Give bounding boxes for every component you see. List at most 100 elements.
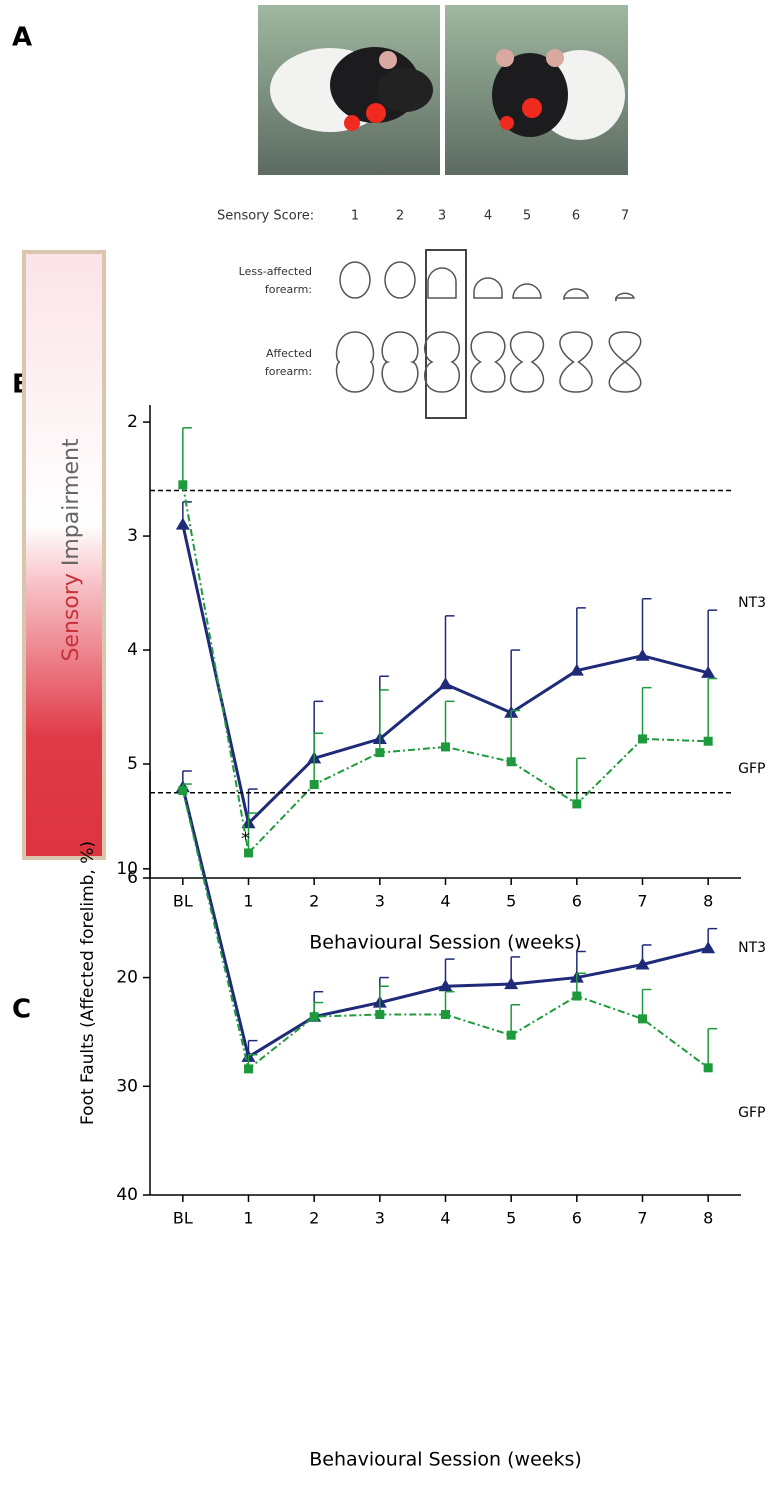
forearm-shape	[509, 331, 545, 393]
point	[572, 991, 582, 1001]
x-tick-label: 1	[243, 892, 253, 911]
forearm-shape	[381, 331, 419, 393]
impairment-bar	[22, 250, 106, 860]
forearm-shape	[470, 331, 506, 393]
forearm-shape	[384, 261, 416, 299]
point	[375, 748, 385, 758]
x-tick-label: 2	[309, 892, 319, 911]
photo-left	[258, 5, 440, 175]
forearm-shape	[563, 288, 589, 301]
impairment-word: Sensory	[59, 573, 84, 661]
series-label: NT3	[738, 940, 766, 956]
forearm-shape	[427, 267, 457, 299]
row-label: Affected	[266, 347, 312, 360]
highlight-box	[425, 249, 467, 419]
y-axis-label: Foot Faults (Affected forelimb, %)	[78, 841, 98, 1125]
panel-label: A	[12, 23, 32, 53]
x-tick-label: 6	[572, 892, 582, 911]
score-label: 5	[523, 209, 531, 224]
y-tick-label: 20	[116, 968, 138, 988]
point	[703, 736, 713, 746]
forearm-shape	[512, 283, 542, 299]
point	[701, 665, 716, 678]
forearm-shape	[559, 331, 593, 393]
score-label: 1	[351, 209, 359, 224]
x-tick-label: 7	[637, 1209, 647, 1228]
panel-label: C	[12, 995, 31, 1025]
y-tick-label: 3	[127, 526, 138, 546]
x-tick-label: BL	[173, 892, 193, 911]
impairment-text: Sensory Impairment	[59, 438, 84, 661]
point	[175, 517, 190, 530]
row-label: Less-affected	[239, 265, 312, 278]
point	[438, 677, 453, 690]
point	[178, 786, 188, 796]
point	[309, 1012, 319, 1022]
point	[375, 1010, 385, 1020]
point	[506, 757, 516, 767]
photo-right	[445, 5, 628, 175]
x-tick-label: 5	[506, 1209, 516, 1228]
point	[635, 957, 650, 970]
row-label: forearm:	[265, 283, 312, 296]
y-tick-label: 40	[116, 1185, 138, 1205]
series-line	[181, 790, 709, 1071]
point	[701, 941, 716, 954]
x-tick-label: 3	[375, 1209, 385, 1228]
scale-label: Sensory Score:	[217, 209, 314, 224]
y-tick-label: 4	[127, 640, 138, 660]
x-tick-label: 2	[309, 1209, 319, 1228]
x-tick-label: 3	[375, 892, 385, 911]
y-tick-label: 6	[127, 868, 138, 888]
score-label: 3	[438, 209, 446, 224]
x-tick-label: 1	[243, 1209, 253, 1228]
point	[244, 848, 253, 858]
point	[572, 799, 582, 809]
impairment-word: Impairment	[59, 438, 84, 566]
forearm-shape	[424, 331, 460, 393]
x-tick-label: 4	[440, 1209, 450, 1228]
x-axis-label: Behavioural Session (weeks)	[309, 932, 582, 954]
row-label: forearm:	[265, 365, 312, 378]
point	[638, 1014, 647, 1024]
forearm-shape	[335, 331, 375, 393]
point	[569, 663, 584, 676]
y-tick-label: 10	[116, 859, 138, 879]
series-label: NT3	[738, 595, 766, 611]
series-label: GFP	[738, 1105, 765, 1121]
point	[703, 1063, 713, 1073]
point	[504, 977, 519, 990]
point	[441, 742, 450, 752]
series-line	[181, 484, 709, 856]
point	[244, 1064, 253, 1074]
point	[638, 734, 647, 744]
series-label: GFP	[738, 761, 765, 777]
x-tick-label: 6	[572, 1209, 582, 1228]
y-tick-label: 5	[127, 754, 138, 774]
annotation: *	[241, 828, 250, 849]
point	[309, 780, 319, 790]
score-label: 4	[484, 209, 492, 224]
point	[178, 480, 188, 490]
score-label: 7	[621, 209, 629, 224]
x-tick-label: 4	[440, 892, 450, 911]
x-tick-label: BL	[173, 1209, 193, 1228]
y-tick-label: 2	[127, 412, 138, 432]
x-tick-label: 7	[637, 892, 647, 911]
x-axis-label: Behavioural Session (weeks)	[309, 1449, 582, 1471]
point	[506, 1030, 516, 1040]
score-label: 6	[572, 209, 580, 224]
forearm-shape	[473, 277, 503, 299]
score-label: 2	[396, 209, 404, 224]
x-tick-label: 8	[703, 892, 713, 911]
y-tick-label: 30	[116, 1076, 138, 1096]
point	[441, 1010, 450, 1020]
point	[438, 979, 453, 992]
forearm-shape	[339, 261, 371, 299]
x-tick-label: 5	[506, 892, 516, 911]
x-tick-label: 8	[703, 1209, 713, 1228]
forearm-shape	[614, 292, 636, 302]
forearm-shape	[608, 331, 642, 393]
